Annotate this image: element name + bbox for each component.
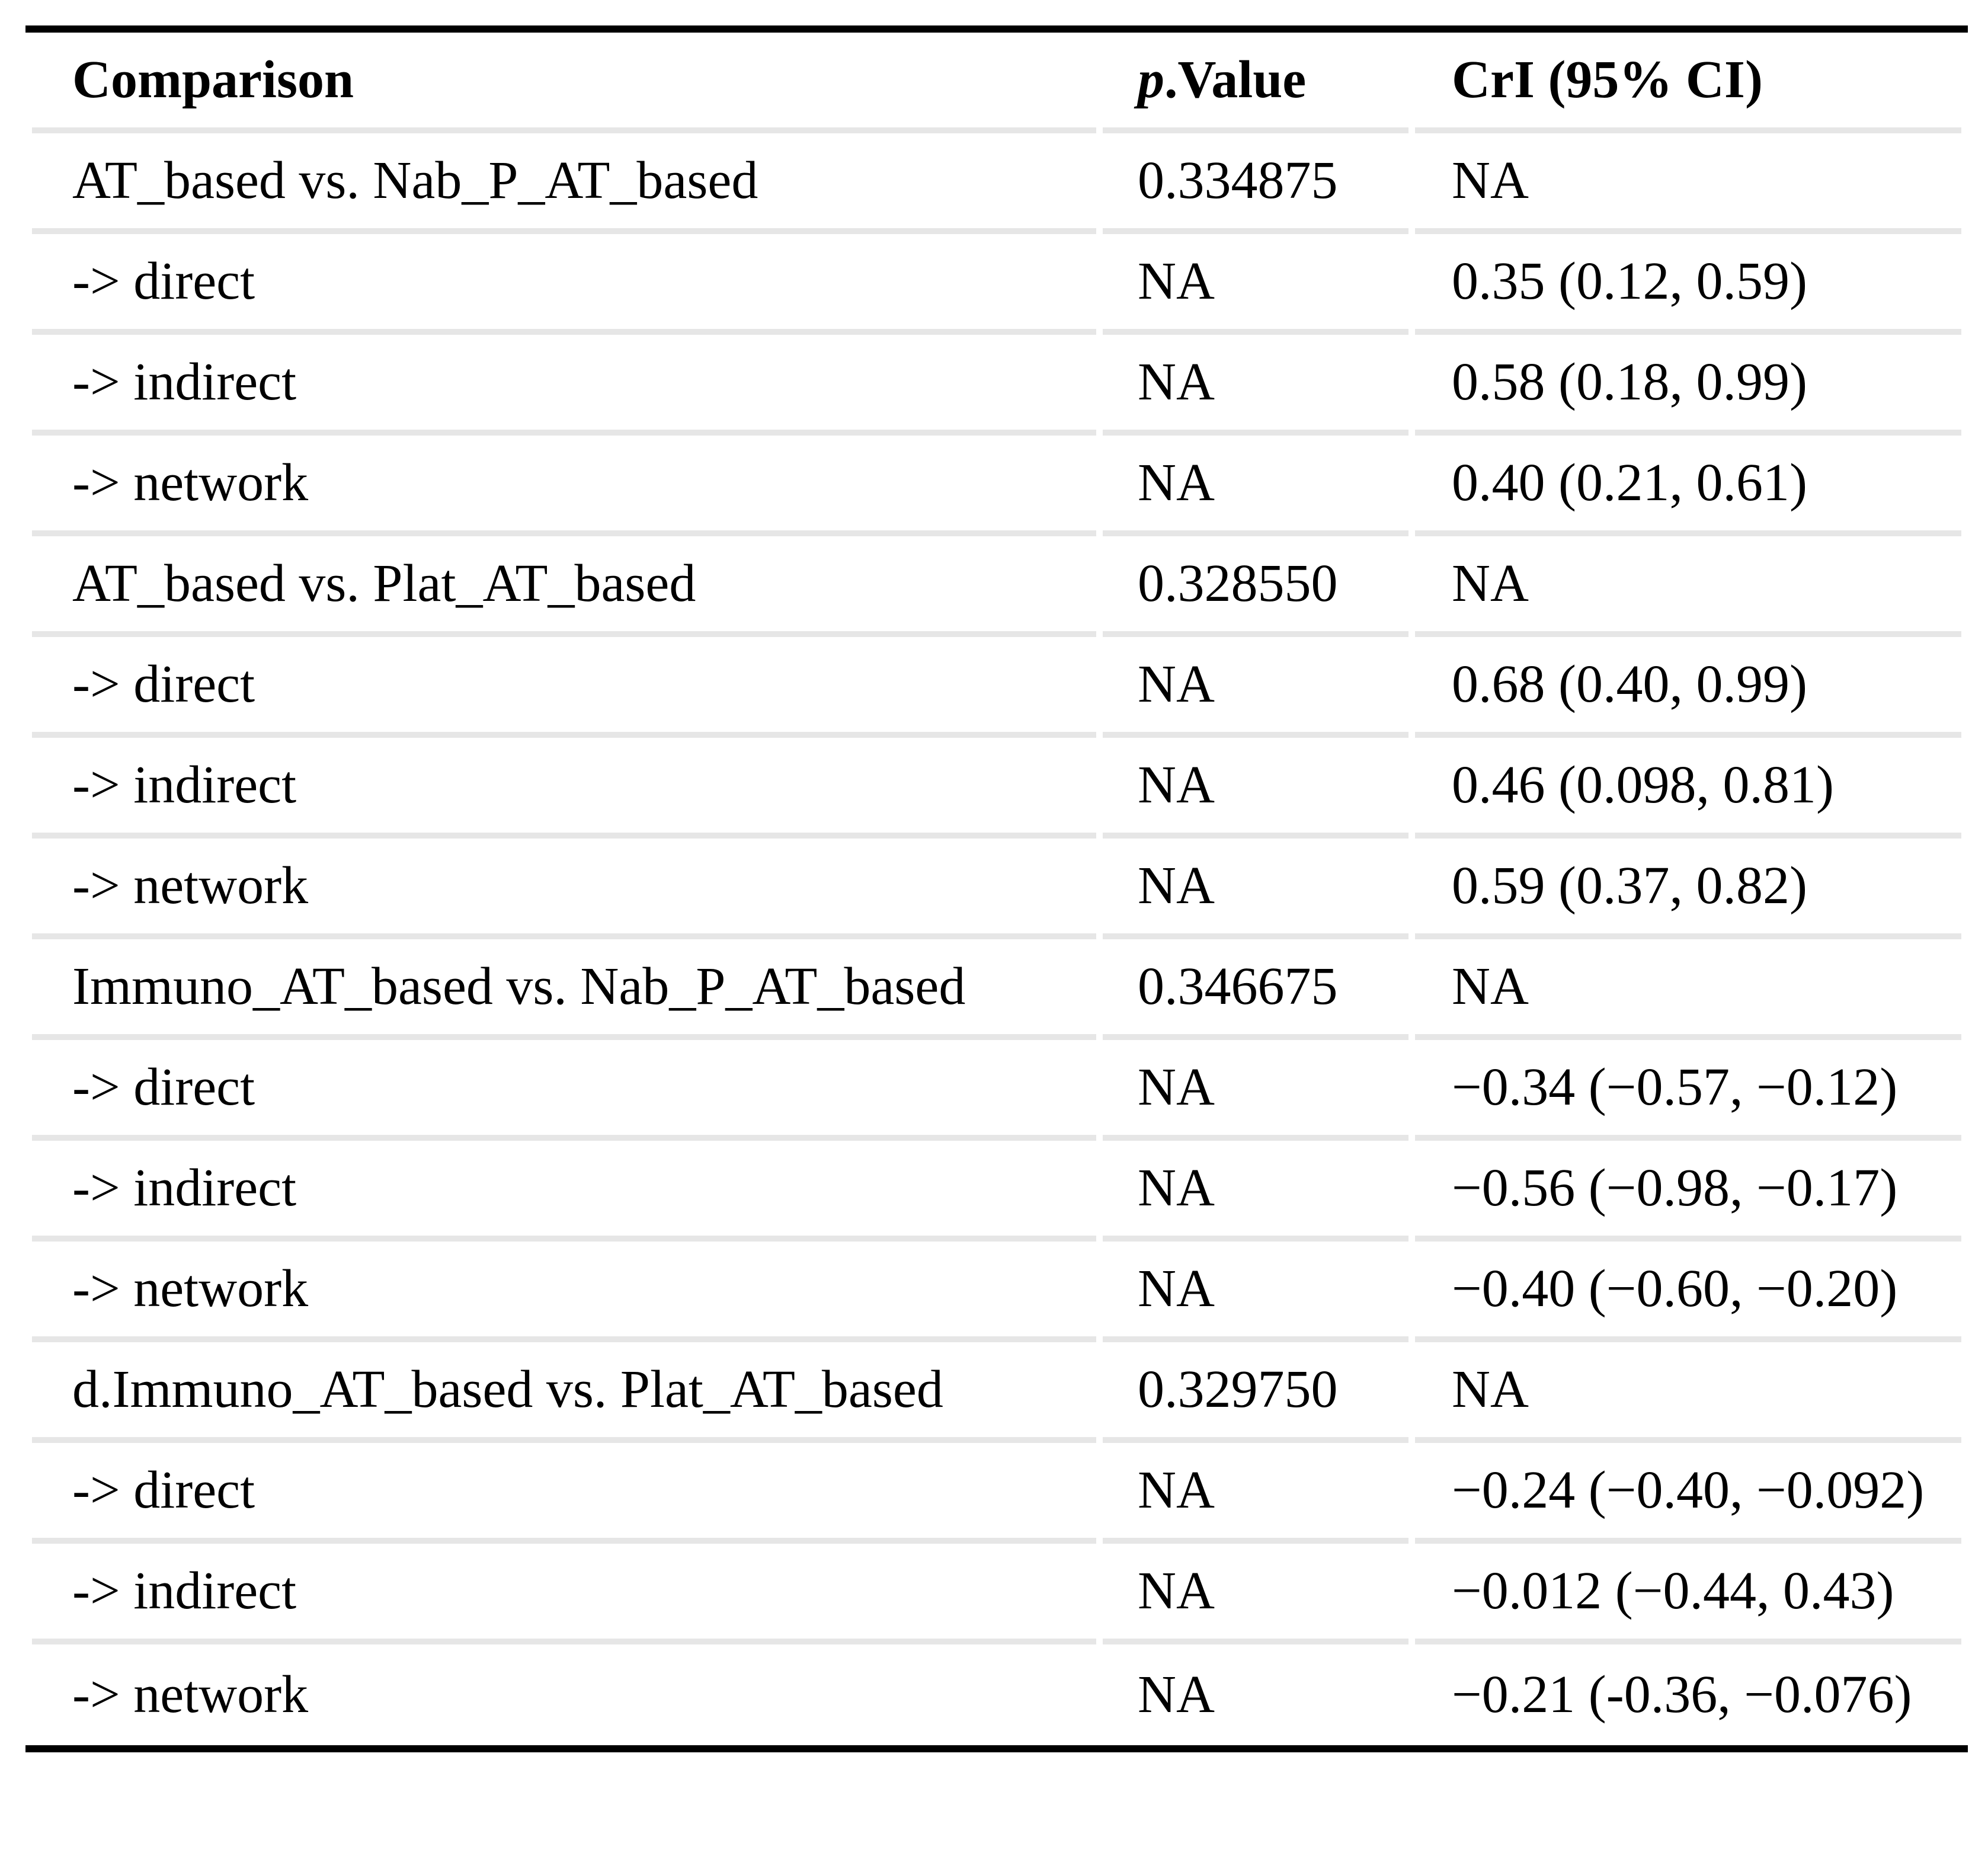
comparison-cell: Immuno_AT_based vs. Nab_P_AT_based: [32, 939, 1096, 1040]
p-value-cell: NA: [1103, 1040, 1408, 1141]
cri-cell: 0.35 (0.12, 0.59): [1415, 234, 1961, 335]
p-value-cell: 0.329750: [1103, 1342, 1408, 1443]
cri-cell: 0.46 (0.098, 0.81): [1415, 738, 1961, 839]
p-value-cell: 0.334875: [1103, 133, 1408, 234]
table-row: -> network NA −0.40 (−0.60, −0.20): [32, 1242, 1961, 1342]
p-value-cell: NA: [1103, 1544, 1408, 1644]
cri-cell: −0.21 (-0.36, −0.076): [1452, 1665, 1912, 1724]
comparison-cell: -> network: [32, 1242, 1096, 1342]
table-row: -> indirect NA 0.46 (0.098, 0.81): [32, 738, 1961, 839]
comparison-cell: -> network: [32, 839, 1096, 939]
p-value-cell: NA: [1103, 1242, 1408, 1342]
p-value-cell: NA: [1103, 234, 1408, 335]
cri-cell: −0.56 (−0.98, −0.17): [1415, 1141, 1961, 1242]
comparison-cell: -> indirect: [32, 1141, 1096, 1242]
p-value-cell: NA: [1103, 1141, 1408, 1242]
column-header-comparison: Comparison: [32, 33, 1096, 133]
comparison-stats-table: Comparison p.Value CrI (95% CI) AT_based…: [25, 25, 1968, 1752]
cri-cell: NA: [1415, 133, 1961, 234]
p-value-cell: NA: [1103, 738, 1408, 839]
comparison-cell: -> direct: [32, 234, 1096, 335]
cri-cell: −0.34 (−0.57, −0.12): [1415, 1040, 1961, 1141]
cri-cell: −0.24 (−0.40, −0.092): [1415, 1443, 1961, 1544]
cri-cell: 0.59 (0.37, 0.82): [1415, 839, 1961, 939]
cri-cell: NA: [1415, 1342, 1961, 1443]
table-row: AT_based vs. Nab_P_AT_based 0.334875 NA: [32, 133, 1961, 234]
comparison-cell: -> network: [32, 436, 1096, 536]
column-header-cri: CrI (95% CI): [1415, 33, 1961, 133]
comparison-cell: AT_based vs. Nab_P_AT_based: [32, 133, 1096, 234]
p-value-cell: NA: [1103, 1443, 1408, 1544]
p-value-italic-p: p: [1138, 50, 1164, 109]
cri-cell: −0.012 (−0.44, 0.43): [1415, 1544, 1961, 1644]
comparison-cell: -> direct: [32, 637, 1096, 738]
table-row: d.Immuno_AT_based vs. Plat_AT_based 0.32…: [32, 1342, 1961, 1443]
header-row: Comparison p.Value CrI (95% CI): [32, 33, 1961, 133]
cri-cell: 0.68 (0.40, 0.99): [1415, 637, 1961, 738]
table-body: AT_based vs. Nab_P_AT_based 0.334875 NA …: [32, 133, 1961, 1745]
p-value-cell: 0.346675: [1103, 939, 1408, 1040]
table-header: Comparison p.Value CrI (95% CI): [32, 33, 1961, 133]
comparison-cell: -> direct: [32, 1040, 1096, 1141]
cri-cell: −0.40 (−0.60, −0.20): [1415, 1242, 1961, 1342]
p-value-cell: NA: [1103, 335, 1408, 436]
table-row: -> indirect NA −0.012 (−0.44, 0.43): [32, 1544, 1961, 1644]
comparison-cell: -> indirect: [32, 738, 1096, 839]
comparison-cell: -> network: [72, 1665, 309, 1724]
p-value-cell: NA: [1103, 436, 1408, 536]
table-row: -> network NA 0.59 (0.37, 0.82): [32, 839, 1961, 939]
table-row: -> direct NA −0.34 (−0.57, −0.12): [32, 1040, 1961, 1141]
table-row: -> indirect NA −0.56 (−0.98, −0.17): [32, 1141, 1961, 1242]
p-value-cell: NA: [1138, 1665, 1215, 1724]
p-value-cell: NA: [1103, 637, 1408, 738]
table-row: -> network NA −0.21 (-0.36, −0.076): [32, 1644, 1961, 1745]
table-row: -> direct NA 0.68 (0.40, 0.99): [32, 637, 1961, 738]
cri-cell: NA: [1415, 536, 1961, 637]
table-row: Immuno_AT_based vs. Nab_P_AT_based 0.346…: [32, 939, 1961, 1040]
cri-cell: 0.40 (0.21, 0.61): [1415, 436, 1961, 536]
p-value-rest: .Value: [1164, 50, 1307, 109]
comparison-cell: AT_based vs. Plat_AT_based: [32, 536, 1096, 637]
table-row: -> direct NA 0.35 (0.12, 0.59): [32, 234, 1961, 335]
p-value-cell: 0.328550: [1103, 536, 1408, 637]
cri-cell: 0.58 (0.18, 0.99): [1415, 335, 1961, 436]
comparison-cell: d.Immuno_AT_based vs. Plat_AT_based: [32, 1342, 1096, 1443]
table-row: -> indirect NA 0.58 (0.18, 0.99): [32, 335, 1961, 436]
cri-cell: NA: [1415, 939, 1961, 1040]
paper-table-page: Comparison p.Value CrI (95% CI) AT_based…: [25, 25, 1968, 1752]
p-value-cell: NA: [1103, 839, 1408, 939]
table-row: AT_based vs. Plat_AT_based 0.328550 NA: [32, 536, 1961, 637]
column-header-p-value: p.Value: [1103, 33, 1408, 133]
table-row: -> network NA 0.40 (0.21, 0.61): [32, 436, 1961, 536]
comparison-cell: -> indirect: [32, 335, 1096, 436]
comparison-cell: -> indirect: [32, 1544, 1096, 1644]
table-row: -> direct NA −0.24 (−0.40, −0.092): [32, 1443, 1961, 1544]
comparison-cell: -> direct: [32, 1443, 1096, 1544]
